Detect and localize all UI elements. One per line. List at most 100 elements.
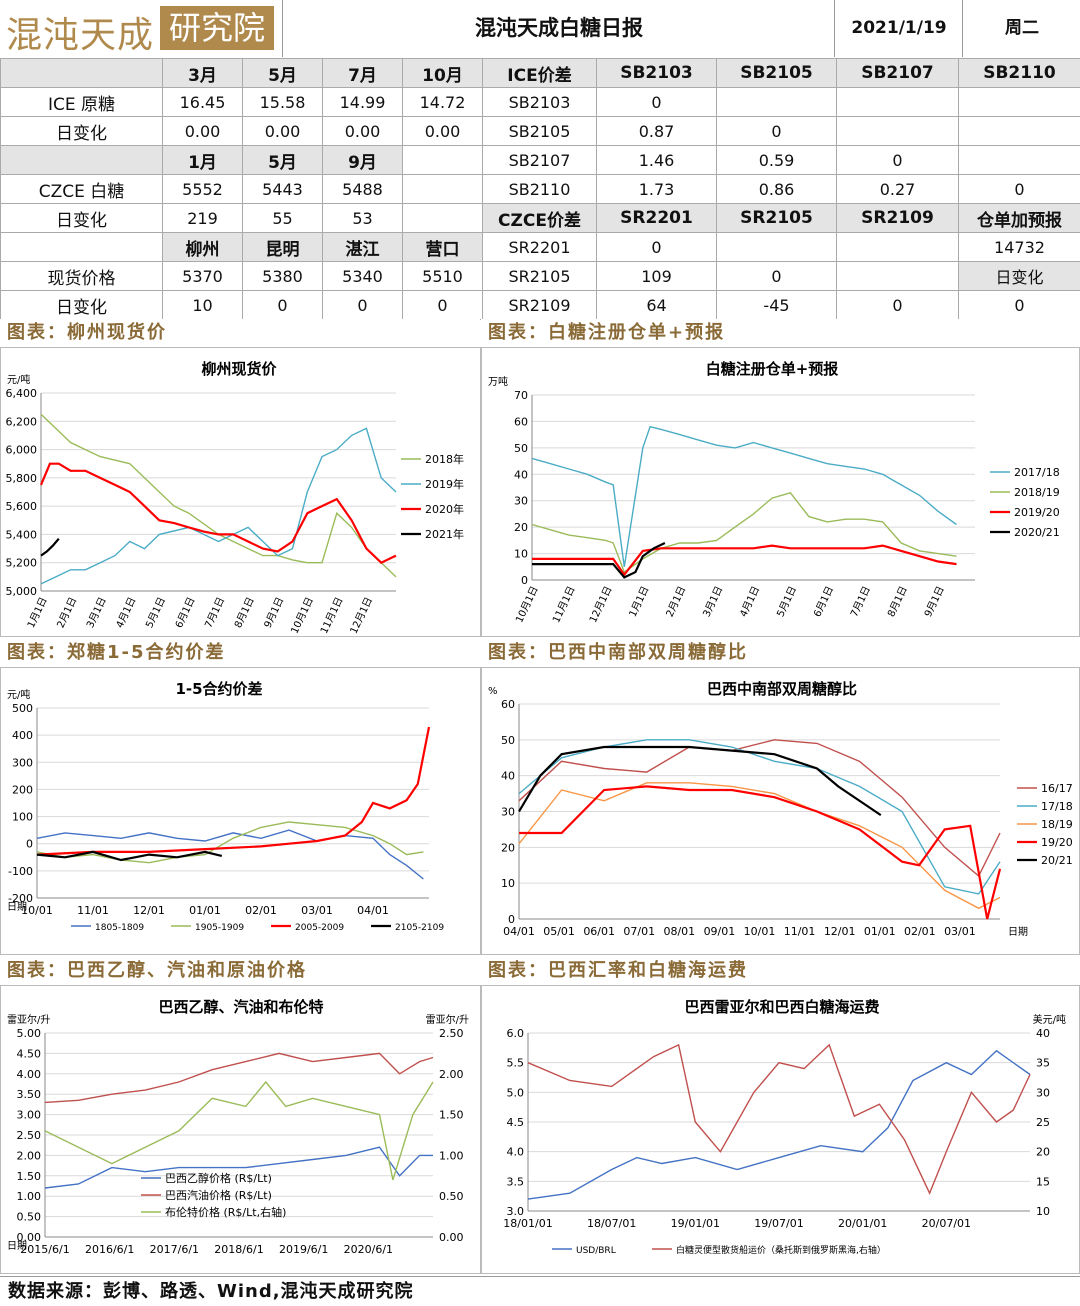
x-tick-label: 2015/6/1 xyxy=(20,1243,69,1256)
legend-label: 2018年 xyxy=(425,452,464,466)
report-date: 2021/1/19 xyxy=(834,0,963,57)
ice-price-cell: 15.58 xyxy=(243,88,323,117)
legend-label: 18/19 xyxy=(1041,818,1073,831)
chart-title: 柳州现货价 xyxy=(201,360,277,378)
y-tick-label: 50 xyxy=(514,442,528,455)
ice-price-cell: 14.99 xyxy=(323,88,403,117)
y-axis-unit: 元/吨 xyxy=(7,373,30,386)
y2-tick-label: 25 xyxy=(1036,1116,1050,1129)
y-tick-label: 6,400 xyxy=(6,387,38,400)
ice-spread-row: SB2103 0 xyxy=(483,88,1080,117)
y-tick-label: 5,200 xyxy=(6,557,38,570)
x-axis-label: 日期 xyxy=(1008,926,1028,938)
series-line xyxy=(532,493,957,572)
y-tick-label: 10 xyxy=(501,877,515,890)
y2-axis-unit: 雷亚尔/升 xyxy=(426,1013,469,1026)
legend-label: 2105-2109 xyxy=(395,923,444,933)
ice-change-row: 日变化 0.00 0.00 0.00 0.00 xyxy=(1,117,483,146)
legend-label: 16/17 xyxy=(1041,782,1073,795)
czce-spread-cell xyxy=(837,262,959,291)
y-tick-label: 30 xyxy=(501,806,515,819)
y-tick-label: 2.50 xyxy=(17,1129,42,1142)
y2-tick-label: 30 xyxy=(1036,1086,1050,1099)
panel-title-liuzhou-spot: 图表：柳州现货价 xyxy=(0,319,480,347)
x-tick-label: 12/01 xyxy=(824,925,856,938)
company-logo: 混沌天成 研究院 xyxy=(0,0,282,57)
czce-price-label: CZCE 白糖 xyxy=(1,175,163,204)
x-tick-label: 1月1日 xyxy=(627,584,652,619)
spot-change-label: 日变化 xyxy=(1,291,163,320)
x-tick-label: 03/01 xyxy=(944,925,976,938)
x-tick-label: 8月1日 xyxy=(885,584,910,619)
legend-label: USD/BRL xyxy=(576,1246,616,1256)
x-tick-label: 3月1日 xyxy=(701,584,726,619)
legend-label: 17/18 xyxy=(1041,800,1073,813)
legend-label: 2019年 xyxy=(425,477,464,491)
x-tick-label: 2月1日 xyxy=(55,595,80,630)
ice-spread-cell xyxy=(959,146,1080,175)
ice-spread-row-label: SB2107 xyxy=(483,146,597,175)
spot-city-header: 昆明 xyxy=(243,233,323,262)
blank-cell xyxy=(1,233,163,262)
czce-change-row: 日变化 219 55 53 xyxy=(1,204,483,233)
x-tick-label: 1月1日 xyxy=(25,595,50,630)
ice-price-row: ICE 原糖 16.45 15.58 14.99 14.72 xyxy=(1,88,483,117)
czce-price-cell: 5443 xyxy=(243,175,323,204)
ice-change-label: 日变化 xyxy=(1,117,163,146)
chart-svg: 巴西雷亚尔和巴西白糖海运费3.03.54.04.55.05.56.0101520… xyxy=(482,986,1079,1273)
x-tick-label: 6月1日 xyxy=(173,595,198,630)
ice-spread-col-header: SB2110 xyxy=(959,59,1080,88)
y-tick-label: 2.00 xyxy=(17,1149,42,1162)
y2-tick-label: 2.50 xyxy=(439,1027,464,1040)
x-tick-label: 2月1日 xyxy=(664,584,689,619)
y-tick-label: 5.0 xyxy=(507,1086,525,1099)
spot-city-header: 柳州 xyxy=(163,233,243,262)
x-tick-label: 19/01/01 xyxy=(671,1217,720,1230)
y-tick-label: 4.0 xyxy=(507,1146,525,1159)
y-tick-label: -100 xyxy=(8,865,33,878)
y-tick-label: 40 xyxy=(501,770,515,783)
ice-month-header: 3月 xyxy=(163,59,243,88)
y2-tick-label: 0.00 xyxy=(439,1231,464,1244)
y-tick-label: 4.00 xyxy=(17,1068,42,1081)
chart-svg: 1-5合约价差-200-1000100200300400500元/吨日期10/0… xyxy=(1,668,480,954)
ice-spread-cell xyxy=(837,117,959,146)
ice-spread-cell: 0.59 xyxy=(717,146,837,175)
series-line xyxy=(519,740,1000,894)
y2-tick-label: 1.50 xyxy=(439,1109,464,1122)
y2-tick-label: 15 xyxy=(1036,1175,1050,1188)
x-tick-label: 11/01 xyxy=(784,925,816,938)
czce-month-header: 5月 xyxy=(243,146,323,175)
x-tick-label: 01/01 xyxy=(189,904,221,917)
x-tick-label: 11月1日 xyxy=(550,584,577,625)
chart-svg: 巴西乙醇、汽油和布伦特0.000.501.001.502.002.503.003… xyxy=(1,986,480,1273)
blank-cell xyxy=(403,146,483,175)
czce-spread-row: SR2109 64 -45 0 0 xyxy=(483,291,1080,320)
x-tick-label: 11月1日 xyxy=(318,595,345,636)
x-tick-label: 2018/6/1 xyxy=(214,1243,263,1256)
legend-label: 1905-1909 xyxy=(195,923,244,933)
x-tick-label: 18/07/01 xyxy=(587,1217,636,1230)
czce-spread-row: SR2105 109 0 日变化 xyxy=(483,262,1080,291)
legend-label: 2018/19 xyxy=(1014,486,1060,499)
spot-change-cell: 0 xyxy=(243,291,323,320)
x-tick-label: 4月1日 xyxy=(114,595,139,630)
y-tick-label: 0 xyxy=(26,838,33,851)
series-line xyxy=(519,740,1000,876)
x-tick-label: 8月1日 xyxy=(232,595,257,630)
x-tick-label: 19/07/01 xyxy=(754,1217,803,1230)
y-tick-label: 4.50 xyxy=(17,1047,42,1060)
ice-spread-row: SB2110 1.73 0.86 0.27 0 xyxy=(483,175,1080,204)
ice-month-header-row: 3月 5月 7月 10月 xyxy=(1,59,483,88)
ice-change-cell: 0.00 xyxy=(323,117,403,146)
y2-tick-label: 35 xyxy=(1036,1057,1050,1070)
y-tick-label: 0.50 xyxy=(17,1211,42,1224)
x-tick-label: 12/01 xyxy=(133,904,165,917)
x-tick-label: 10月1日 xyxy=(513,584,540,625)
x-tick-label: 18/01/01 xyxy=(503,1217,552,1230)
y-tick-label: 400 xyxy=(12,729,33,742)
ice-price-label: ICE 原糖 xyxy=(1,88,163,117)
legend-label: 1805-1809 xyxy=(95,923,144,933)
series-line xyxy=(532,546,957,575)
